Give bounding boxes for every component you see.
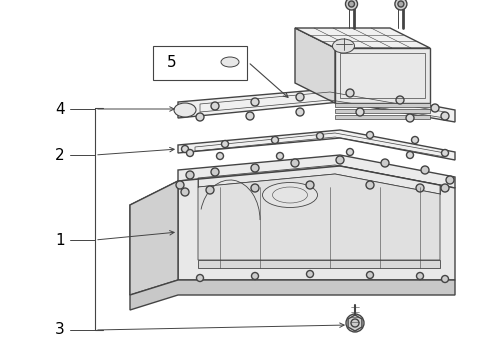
Circle shape [396, 96, 404, 104]
Text: 1: 1 [55, 233, 65, 248]
Circle shape [395, 0, 407, 10]
Circle shape [271, 136, 278, 144]
Ellipse shape [333, 39, 354, 53]
Polygon shape [335, 103, 430, 107]
Circle shape [346, 89, 354, 97]
Circle shape [416, 273, 423, 279]
Text: 4: 4 [55, 102, 65, 117]
Polygon shape [198, 174, 440, 260]
Polygon shape [130, 280, 455, 310]
Ellipse shape [174, 103, 196, 117]
Circle shape [276, 153, 284, 159]
Circle shape [367, 131, 373, 139]
Circle shape [441, 149, 448, 157]
Circle shape [221, 140, 228, 148]
Text: 5: 5 [167, 54, 177, 69]
Polygon shape [335, 48, 430, 103]
Circle shape [317, 132, 323, 140]
Polygon shape [130, 181, 178, 295]
Circle shape [291, 159, 299, 167]
Circle shape [181, 106, 189, 114]
Circle shape [181, 188, 189, 196]
Circle shape [366, 181, 374, 189]
Circle shape [251, 273, 259, 279]
Ellipse shape [221, 57, 239, 67]
Circle shape [412, 136, 418, 144]
Circle shape [351, 319, 359, 327]
Circle shape [367, 271, 373, 279]
Circle shape [346, 149, 353, 156]
Circle shape [196, 113, 204, 121]
Polygon shape [295, 28, 335, 103]
Polygon shape [130, 181, 178, 295]
Circle shape [307, 270, 314, 278]
Circle shape [211, 102, 219, 110]
Circle shape [407, 152, 414, 158]
Circle shape [356, 108, 364, 116]
Circle shape [181, 145, 189, 153]
Polygon shape [335, 109, 430, 113]
Polygon shape [335, 115, 430, 119]
Circle shape [381, 159, 389, 167]
Polygon shape [178, 155, 455, 188]
Polygon shape [178, 88, 455, 122]
Circle shape [206, 186, 214, 194]
Text: 3: 3 [55, 323, 65, 338]
Circle shape [246, 112, 254, 120]
Circle shape [187, 149, 194, 157]
Circle shape [441, 275, 448, 283]
Circle shape [398, 1, 404, 7]
Circle shape [251, 164, 259, 172]
Circle shape [251, 184, 259, 192]
Circle shape [416, 184, 424, 192]
Circle shape [306, 181, 314, 189]
Circle shape [446, 176, 454, 184]
Circle shape [406, 114, 414, 122]
Circle shape [217, 153, 223, 159]
Circle shape [336, 156, 344, 164]
Circle shape [431, 104, 439, 112]
Circle shape [251, 98, 259, 106]
Circle shape [441, 112, 449, 120]
Text: 2: 2 [55, 148, 65, 162]
Polygon shape [348, 315, 362, 331]
Polygon shape [178, 166, 455, 280]
Circle shape [296, 108, 304, 116]
Circle shape [421, 166, 429, 174]
Circle shape [296, 93, 304, 101]
Circle shape [196, 274, 203, 282]
Circle shape [348, 1, 354, 7]
Circle shape [211, 168, 219, 176]
Circle shape [186, 171, 194, 179]
Ellipse shape [263, 183, 318, 207]
Polygon shape [295, 28, 430, 48]
Circle shape [345, 0, 358, 10]
Circle shape [346, 314, 364, 332]
Circle shape [441, 184, 449, 192]
Polygon shape [198, 260, 440, 268]
Polygon shape [178, 130, 455, 160]
Circle shape [176, 181, 184, 189]
